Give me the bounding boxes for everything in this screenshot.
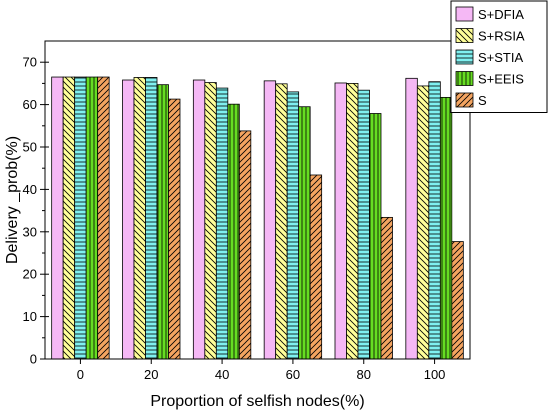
bar-s-40 [238, 130, 252, 360]
bar-s-20 [168, 98, 181, 360]
legend-label: S+STIA [478, 50, 523, 65]
x-tick-label: 80 [357, 367, 371, 382]
legend: S+DFIA S+RSIA S+STIA S+EEIS S [450, 0, 548, 113]
legend-swatch [455, 71, 474, 86]
bar-s-100 [451, 241, 464, 360]
bar-s-stia-0 [74, 76, 87, 360]
bar-s-eeis-20 [156, 84, 169, 360]
y-tick-label: 20 [23, 267, 37, 282]
bar-s-dfia-40 [192, 79, 206, 360]
x-axis: 0 20 40 60 80 100 [77, 359, 446, 382]
bar-s-stia-60 [286, 91, 300, 360]
bar-s-eeis-100 [439, 96, 453, 360]
bar-s-rsia-100 [416, 85, 430, 360]
legend-label: S+EEIS [478, 72, 524, 87]
legend-label: S+RSIA [478, 29, 525, 44]
legend-swatch [455, 28, 474, 43]
bar-s-dfia-20 [122, 79, 135, 360]
y-tick-label: 70 [23, 55, 37, 70]
bar-s-rsia-40 [204, 82, 217, 360]
bar-s-80 [380, 216, 393, 360]
bar-s-eeis-40 [227, 103, 240, 360]
y-axis-title: Delivery _prob(%) [4, 136, 21, 264]
bar-s-dfia-80 [334, 82, 347, 360]
bar-s-stia-100 [428, 81, 441, 360]
bar-s-dfia-60 [263, 80, 277, 360]
bar-s-eeis-80 [369, 113, 382, 360]
x-tick-label: 20 [144, 367, 158, 382]
bar-s-dfia-0 [51, 76, 64, 360]
legend-swatch [455, 6, 474, 22]
y-tick-label: 30 [23, 224, 37, 239]
y-tick-label: 40 [23, 182, 37, 197]
bar-s-0 [97, 76, 110, 360]
bars [51, 76, 464, 360]
legend-label: S [478, 93, 487, 108]
bar-s-rsia-60 [275, 83, 288, 360]
legend-swatch [455, 92, 474, 108]
x-axis-title: Proportion of selfish nodes(%) [150, 393, 364, 410]
bar-s-rsia-20 [133, 77, 146, 360]
y-tick-label: 0 [30, 352, 37, 367]
x-tick-label: 0 [77, 367, 84, 382]
y-tick-label: 50 [23, 140, 37, 155]
bar-s-eeis-0 [85, 76, 99, 360]
bar-s-rsia-80 [346, 83, 359, 360]
bar-s-stia-80 [357, 89, 370, 360]
legend-swatch [455, 49, 474, 65]
y-tick-label: 60 [23, 97, 37, 112]
x-tick-label: 60 [286, 367, 300, 382]
bar-s-stia-20 [145, 77, 158, 360]
legend-label: S+DFIA [478, 7, 524, 22]
x-tick-label: 100 [424, 367, 446, 382]
plot-frame [44, 40, 471, 360]
bar-s-eeis-60 [298, 106, 311, 360]
y-axis: 0 10 20 30 40 50 60 70 [23, 55, 49, 367]
x-tick-label: 40 [215, 367, 229, 382]
bar-s-stia-40 [215, 87, 229, 360]
y-tick-label: 10 [23, 309, 37, 324]
bar-s-dfia-100 [405, 77, 418, 360]
bar-s-60 [309, 174, 323, 360]
bar-s-rsia-0 [62, 76, 76, 360]
